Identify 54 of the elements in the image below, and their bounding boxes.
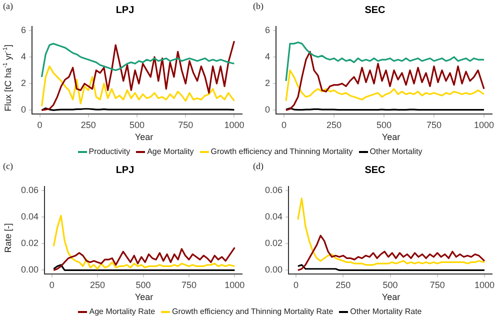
legend-label: Growth efficiency and Thinning Mortality [210, 147, 353, 156]
chart-title: SEC [364, 165, 386, 176]
x-tick-label: 250 [80, 120, 96, 130]
legend-label: Age Mortality Rate [89, 307, 156, 316]
x-tick-label: 0 [49, 280, 54, 290]
y-tick-label: 0.06 [20, 184, 39, 195]
x-tick-label: 1000 [474, 120, 494, 130]
y-tick-label: 0.06 [264, 184, 283, 195]
x-tick-label: 500 [136, 280, 151, 290]
y-tick-label: 0.00 [20, 264, 39, 275]
legend-label: Productivity [88, 147, 130, 156]
chart-title: LPJ [116, 5, 134, 16]
y-tick-label: 2 [20, 78, 26, 88]
y-tick-label: 0.04 [264, 211, 283, 222]
legend-label: Other Mortality Rate [350, 307, 422, 316]
y-tick-label: 0.04 [20, 211, 39, 222]
x-axis-title: Year [380, 292, 402, 302]
chart-title: LPJ [116, 165, 134, 176]
x-tick-label: 500 [129, 120, 145, 130]
text: (b) [253, 1, 264, 11]
x-tick-label: 250 [90, 280, 106, 290]
x-tick-label: 250 [326, 120, 342, 130]
x-tick-label: 750 [181, 280, 196, 290]
x-tick-label: 1000 [474, 280, 494, 290]
x-tick-label: 250 [336, 280, 351, 290]
x-tick-label: 1000 [224, 120, 244, 130]
y-axis-title: Rate [-] [3, 223, 13, 253]
x-tick-label: 1000 [224, 280, 245, 290]
y-tick-label: 0 [20, 104, 26, 115]
y-tick-label: 0 [264, 104, 270, 115]
x-axis-title: Year [134, 132, 154, 142]
legend-label: Age Mortality [147, 147, 194, 156]
x-axis-title: Year [380, 132, 402, 142]
x-tick-label: 750 [426, 120, 442, 130]
legend-label: Growth efficiency and Thinning Mortality Rate [172, 307, 334, 316]
legend-label: Other Mortality [370, 147, 422, 156]
text: (a) [3, 1, 13, 11]
y-tick-label: 2 [264, 78, 270, 88]
y-tick-label: 6 [20, 24, 26, 35]
chart-title: SEC [364, 5, 386, 16]
x-tick-label: 0 [294, 280, 299, 290]
x-tick-label: 500 [382, 280, 398, 290]
y-tick-label: 0.02 [20, 238, 39, 248]
y-tick-label: 0.00 [264, 264, 283, 275]
y-tick-label: 4 [264, 51, 270, 62]
x-tick-label: 500 [376, 120, 392, 130]
text: (d) [253, 161, 264, 171]
x-tick-label: 750 [430, 280, 445, 290]
text: (c) [3, 161, 13, 171]
x-tick-label: 750 [178, 120, 194, 130]
y-tick-label: 4 [20, 51, 26, 62]
x-axis-title: Year [134, 292, 154, 302]
y-tick-label: 6 [264, 24, 270, 35]
y-tick-label: 0.02 [264, 238, 283, 248]
